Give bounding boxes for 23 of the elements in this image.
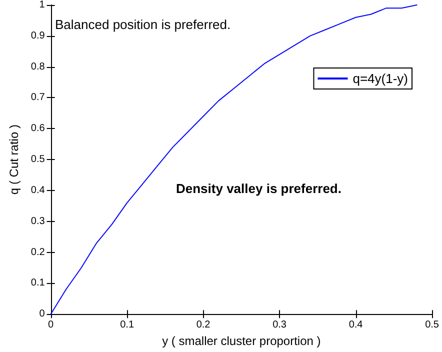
legend-label: q=4y(1-y) — [352, 71, 408, 86]
y-tick-label: 1 — [39, 0, 46, 10]
y-tick-label: 0.4 — [30, 184, 46, 196]
y-tick-label: 0.2 — [30, 246, 46, 258]
y-tick-label: 0.5 — [30, 154, 46, 166]
x-axis-title: y ( smaller cluster proportion ) — [162, 334, 321, 348]
y-tick-label: 0.7 — [30, 92, 46, 104]
x-tick-label: 0.3 — [272, 320, 287, 331]
y-tick-label: 0 — [39, 308, 46, 320]
y-tick-label: 0.8 — [30, 61, 46, 72]
y-tick-label: 0.9 — [30, 30, 46, 42]
y-tick-label: 0.1 — [30, 278, 46, 289]
x-tick-label: 0.4 — [348, 320, 364, 331]
y-tick-label: 0.6 — [30, 123, 46, 134]
y-axis-title: q ( Cut ratio ) — [7, 124, 21, 195]
x-tick-label: 0.1 — [120, 320, 134, 331]
x-tick-label: 0.5 — [425, 320, 440, 331]
annotation: Density valley is preferred. — [176, 181, 342, 196]
x-tick-label: 0.2 — [196, 320, 211, 331]
line-series — [50, 4, 418, 315]
y-tick-label: 0.3 — [30, 216, 46, 227]
annotation: Balanced position is preferred. — [55, 17, 231, 32]
x-tick-label: 0 — [48, 320, 54, 331]
